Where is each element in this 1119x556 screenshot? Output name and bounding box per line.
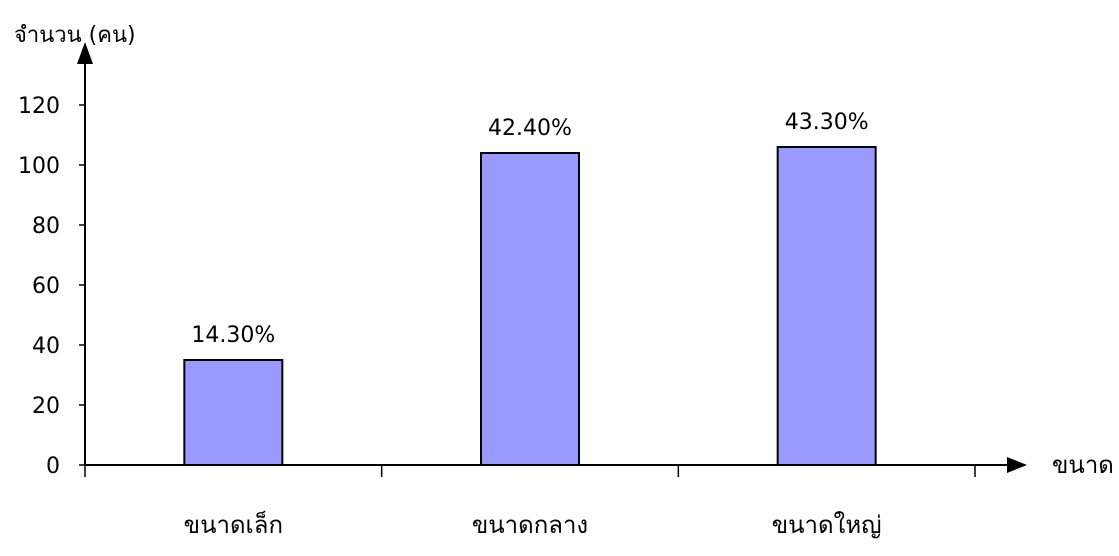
category-label: ขนาดใหญ่	[772, 511, 882, 539]
category-label: ขนาดกลาง	[472, 511, 588, 539]
category-labels: ขนาดเล็ก ขนาดกลาง ขนาดใหญ่	[184, 510, 882, 539]
y-tick-label: 80	[32, 214, 60, 239]
value-labels: 14.30% 42.40% 43.30%	[191, 110, 868, 348]
y-tick-label: 40	[32, 334, 60, 359]
y-ticks: 0 20 40 60 80 100 120	[18, 94, 85, 479]
y-axis-title: จำนวน (คน)	[14, 23, 136, 48]
x-axis-arrow	[1007, 457, 1027, 473]
bar	[183, 359, 284, 466]
y-tick-label: 100	[18, 154, 60, 179]
data-label: 43.30%	[785, 110, 869, 135]
data-label: 42.40%	[488, 116, 572, 141]
y-tick-label: 20	[32, 394, 60, 419]
data-label: 14.30%	[191, 323, 275, 348]
y-tick-label: 0	[46, 454, 60, 479]
x-axis-title: ขนาด	[1052, 451, 1114, 479]
bar	[776, 146, 877, 466]
bars	[183, 146, 877, 466]
y-tick-label: 60	[32, 274, 60, 299]
y-tick-label: 120	[18, 94, 60, 119]
bar	[480, 152, 580, 466]
y-axis-arrow	[77, 42, 93, 64]
x-ticks	[84, 465, 976, 477]
category-label: ขนาดเล็ก	[184, 510, 283, 539]
